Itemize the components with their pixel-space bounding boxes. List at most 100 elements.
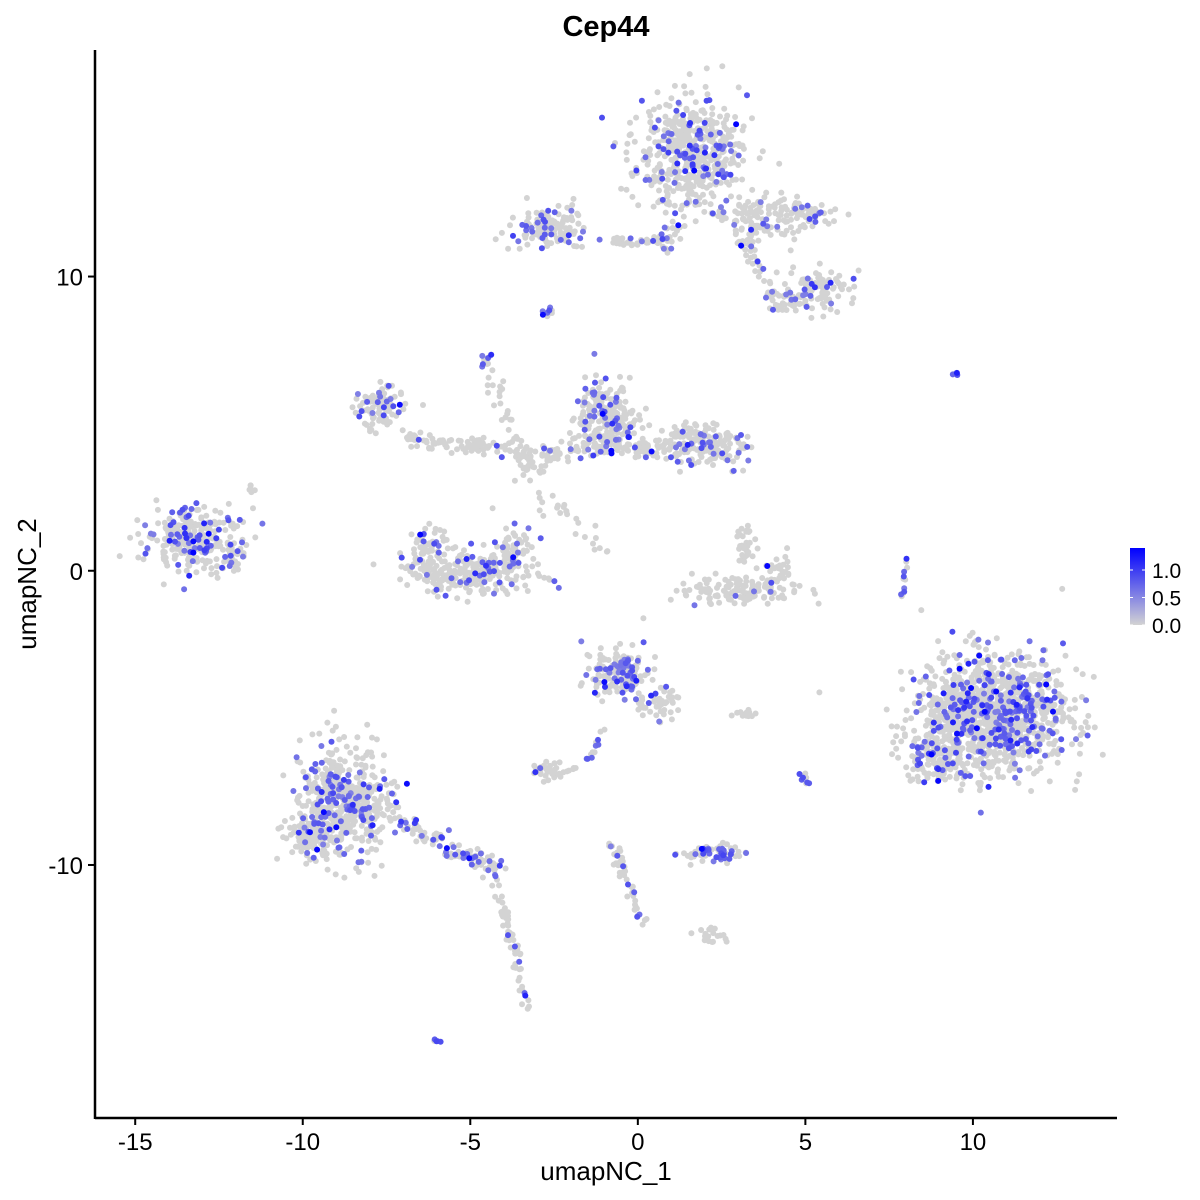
cell-point xyxy=(1028,788,1035,794)
cell-point xyxy=(516,966,523,973)
cell-point xyxy=(127,534,134,541)
cell-point xyxy=(598,379,605,386)
cell-point xyxy=(341,758,348,765)
cell-point xyxy=(809,223,816,230)
cell-point xyxy=(377,839,384,846)
cell-point xyxy=(656,104,663,110)
cell-point xyxy=(997,733,1004,740)
cell-point xyxy=(631,430,637,437)
cell-point xyxy=(402,819,409,826)
cell-point xyxy=(501,568,508,575)
cell-point xyxy=(740,215,747,222)
cell-point xyxy=(696,169,703,176)
cell-point xyxy=(743,252,750,259)
cell-point xyxy=(675,707,682,714)
cell-point xyxy=(214,563,220,570)
cell-point xyxy=(743,712,750,719)
cell-point xyxy=(339,767,346,774)
cell-point xyxy=(591,407,598,414)
cell-point xyxy=(426,520,433,527)
cell-point xyxy=(558,438,565,445)
cell-point xyxy=(554,504,561,511)
cell-point xyxy=(737,531,743,538)
cell-point xyxy=(181,547,188,554)
cell-point xyxy=(731,600,738,607)
cell-point xyxy=(553,765,560,771)
cell-point xyxy=(569,202,576,208)
cell-point xyxy=(637,673,644,680)
cell-point xyxy=(967,727,974,734)
cell-point xyxy=(633,114,640,121)
cell-point xyxy=(626,132,633,139)
cell-point xyxy=(723,126,730,133)
cell-point xyxy=(597,656,604,663)
cell-point xyxy=(1036,758,1043,765)
cell-point xyxy=(456,842,462,849)
cell-point xyxy=(735,162,742,168)
cell-point xyxy=(413,539,420,546)
cell-point xyxy=(818,202,825,208)
cell-point xyxy=(1060,713,1067,720)
cell-point xyxy=(353,745,359,752)
cell-point xyxy=(668,694,675,701)
cell-point xyxy=(936,655,943,662)
cell-point xyxy=(1067,718,1074,725)
cell-point xyxy=(408,443,415,450)
cell-point xyxy=(624,239,631,246)
cell-point xyxy=(496,882,502,889)
cell-point xyxy=(949,695,956,702)
cell-point xyxy=(660,133,667,140)
cell-point xyxy=(607,843,614,850)
cell-point xyxy=(680,136,687,143)
cell-point xyxy=(994,678,1001,685)
cell-point xyxy=(1073,736,1079,743)
cell-point xyxy=(831,218,837,225)
cell-point xyxy=(656,718,663,725)
cell-point xyxy=(977,779,984,786)
cell-point xyxy=(934,701,941,708)
cell-point xyxy=(341,851,348,857)
cell-point xyxy=(627,119,633,126)
cell-point xyxy=(846,286,852,293)
cell-point xyxy=(835,293,842,300)
cell-point xyxy=(1000,774,1006,781)
cell-point xyxy=(1079,671,1086,678)
cell-point xyxy=(666,185,673,191)
cell-point xyxy=(251,487,258,494)
cell-point xyxy=(694,176,701,183)
cell-point xyxy=(361,420,368,427)
cell-point xyxy=(548,231,555,238)
cell-point xyxy=(776,160,783,167)
cell-point xyxy=(335,844,342,851)
cell-point xyxy=(290,788,297,794)
cell-point xyxy=(692,198,699,205)
cell-point xyxy=(938,728,945,735)
cell-point xyxy=(737,543,744,549)
cell-point xyxy=(701,208,708,215)
cell-point xyxy=(1090,673,1097,680)
cell-point xyxy=(524,241,531,248)
cell-point xyxy=(1077,741,1084,748)
cell-point xyxy=(618,450,625,457)
cell-point xyxy=(653,712,660,719)
cell-point xyxy=(135,531,142,537)
cell-point xyxy=(727,440,733,447)
cell-point xyxy=(888,723,895,730)
cell-point xyxy=(291,823,298,830)
cell-point xyxy=(817,209,824,216)
cell-point xyxy=(718,204,724,211)
cell-point xyxy=(345,793,352,800)
cell-point xyxy=(436,843,443,850)
cell-point xyxy=(436,555,443,562)
cell-point xyxy=(591,546,598,553)
cell-point xyxy=(801,286,808,293)
cell-point xyxy=(729,177,736,183)
cell-point xyxy=(927,665,934,672)
cell-point xyxy=(664,176,671,183)
cell-point xyxy=(222,553,229,560)
cell-point xyxy=(624,441,631,448)
cell-point xyxy=(702,422,709,429)
cell-point xyxy=(654,442,661,449)
cell-point xyxy=(514,540,520,547)
cell-point xyxy=(664,193,671,200)
